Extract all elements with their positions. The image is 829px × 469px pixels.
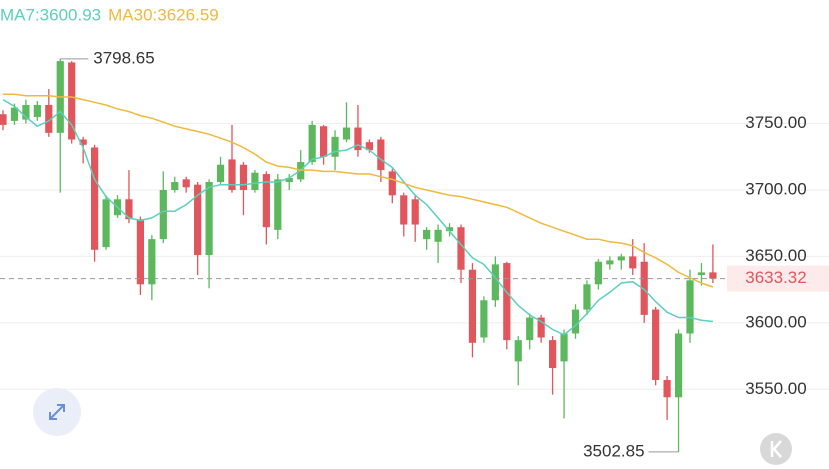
candle-body: [205, 182, 213, 256]
candle-body: [91, 147, 99, 250]
candle-body: [22, 104, 30, 120]
candle-body: [79, 139, 87, 145]
candle-body: [182, 179, 190, 188]
candle-body: [640, 261, 648, 315]
ma-line: [3, 93, 714, 288]
candle-body: [674, 333, 683, 398]
candle-body: [262, 174, 270, 228]
candle-body: [697, 272, 706, 276]
candle-body: [629, 256, 637, 269]
candle-body: [537, 317, 545, 338]
candle-body: [365, 142, 373, 151]
candle-body: [652, 309, 660, 380]
candle-body: [377, 139, 385, 171]
candle-body: [10, 107, 19, 121]
candle-body: [251, 172, 259, 190]
candle-body: [480, 300, 488, 338]
candle-body: [194, 184, 202, 256]
candle-body: [0, 114, 7, 125]
candle-body: [102, 199, 110, 248]
candle-body: [239, 164, 248, 190]
y-tick-label: 3650.00: [745, 246, 806, 265]
candle-body: [457, 227, 465, 270]
candle-body: [549, 340, 557, 369]
min-label: 3502.85: [583, 441, 644, 460]
candle-body: [445, 227, 454, 232]
candle-body: [526, 317, 534, 341]
candle-body: [308, 124, 316, 163]
kline-icon: [770, 440, 782, 458]
candle-body: [617, 256, 625, 261]
candle-body: [514, 340, 522, 362]
candle-body: [45, 104, 53, 133]
last-price-label: 3633.32: [745, 268, 806, 287]
expand-icon: [49, 404, 65, 420]
candle-body: [216, 164, 225, 183]
candle-body: [709, 272, 717, 279]
candle-body: [583, 284, 591, 310]
last-price-box: [727, 265, 829, 292]
candle-body: [594, 261, 602, 285]
candle-body: [33, 104, 41, 117]
candle-body: [411, 199, 419, 225]
candle-body: [388, 171, 396, 196]
candle-body: [148, 239, 156, 285]
candle-body: [663, 379, 671, 398]
candle-body: [491, 264, 499, 301]
kline-button[interactable]: [760, 433, 792, 465]
candle-body: [125, 199, 133, 220]
y-tick-label: 3750.00: [745, 113, 806, 132]
candle-body: [686, 280, 694, 334]
candle-body: [136, 219, 144, 285]
candle-body: [331, 136, 339, 157]
max-label: 3798.65: [93, 48, 154, 67]
candle-body: [171, 182, 179, 190]
candle-body: [228, 159, 236, 190]
candle-body: [285, 178, 293, 183]
ma-line: [2, 98, 713, 336]
candle-body: [68, 62, 76, 140]
candle-body: [342, 127, 351, 140]
candle-body: [468, 269, 477, 343]
candle-body: [423, 229, 431, 240]
candle-body: [560, 333, 568, 362]
candle-body: [274, 179, 282, 230]
candle-body: [320, 126, 328, 157]
candle-body: [400, 195, 408, 225]
candle-body: [606, 260, 614, 265]
y-tick-label: 3550.00: [745, 379, 806, 398]
legend-entry: MA7:3600.93: [0, 5, 101, 24]
candle-body: [571, 309, 580, 334]
legend-entry: MA30:3626.59: [108, 5, 219, 24]
y-tick-label: 3600.00: [745, 312, 806, 331]
y-tick-label: 3700.00: [745, 179, 806, 198]
candle-body: [159, 189, 167, 240]
candle-body: [354, 127, 362, 151]
candle-body: [434, 229, 442, 242]
candle-body: [503, 263, 511, 341]
